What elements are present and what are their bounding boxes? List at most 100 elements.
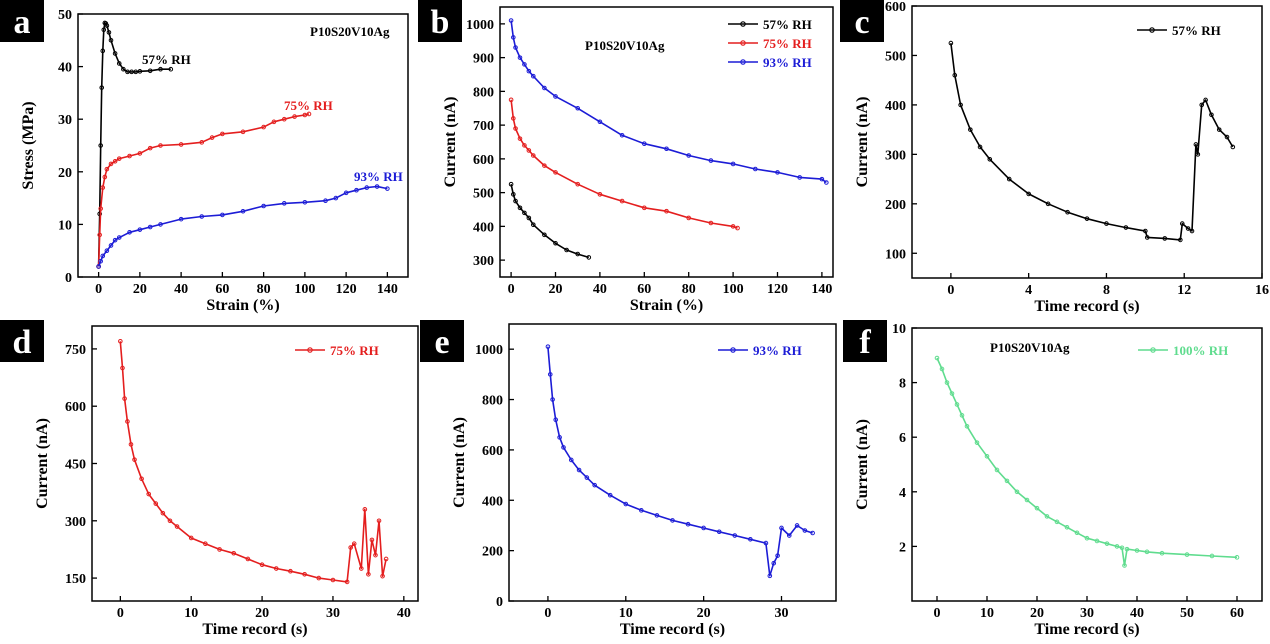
panel-d-data-point [125,419,130,424]
panel-c-data-point [1189,228,1195,234]
panel-f-x-tick-label: 30 [1080,606,1094,621]
panel-e: e 0 10 20 30 0 200 400 600 800 1000 Time record (s)… [420,320,837,638]
panel-d-data-point [344,579,350,585]
panel-e-data-point [802,528,808,533]
panel-a-series-75-rh: 75% RH [96,98,333,269]
panel-e-data-point [568,457,574,463]
panel-b-data-point [708,220,714,226]
panel-d-y-tick-label: 150 [65,572,86,587]
panel-c-data-point [968,127,973,132]
panel-b-data-point [531,73,536,79]
panel-a-data-point [333,195,339,201]
panel-a-data-point [137,151,143,156]
panel-a-data-point [281,116,287,122]
panel-b-data-point [526,148,532,153]
panel-b-y-axis-label: Current (nA) [442,97,459,188]
panel-a-y-tick-label: 10 [58,218,72,233]
panel-a-data-point [292,114,297,119]
panel-d-legend-label: 75% RH [330,343,379,358]
panel-d-data-point [217,547,222,552]
panel-b-data-point [575,181,581,187]
panel-e-data-point [592,482,597,488]
panel-f-y-tick-label: 8 [899,377,906,392]
panel-d-y-tick-label: 750 [65,343,86,358]
panel-b-data-point [542,163,547,168]
panel-a-data-point [108,243,114,248]
panel-b-legend-marker [740,59,746,65]
panel-b-data-point [513,198,518,204]
panel-b-badge-box [418,0,462,42]
panel-b-data-point [531,153,536,158]
panel-d-data-point [153,501,159,506]
panel-a-data-point [100,48,106,54]
panel-e-data-point [748,537,753,542]
panel-d-data-point [273,566,279,571]
panel-c-y-tick-label: 500 [885,49,906,64]
panel-f-x-tick-label: 60 [1230,606,1244,621]
panel-e-data-point [561,445,566,450]
panel-c-x-tick-label: 16 [1255,283,1269,298]
panel-b-y-tick-label: 600 [473,153,494,168]
panel-f-data-point [1094,538,1100,544]
panel-c-data-point [1193,142,1199,147]
panel-d-data-point [231,550,237,556]
panel-b-y-tick-label: 700 [473,119,494,134]
panel-a-data-point [100,185,106,190]
panel-d-data-point [188,535,194,541]
panel-b-data-point [819,176,825,182]
panel-b-data-point [542,232,547,238]
panel-a-data-point [209,135,215,140]
panel-d-legend-marker [307,347,313,353]
panel-a-data-point [147,224,153,230]
panel-a-series-label: 75% RH [284,98,333,113]
panel-f-data-point [974,440,980,445]
panel-b-badge: b [418,0,462,42]
panel-b-data-point [508,97,514,103]
panel-c-data-point [1185,226,1191,231]
panel-b-x-tick-label: 20 [549,282,563,297]
panel-a-y-tick-label: 0 [65,271,72,286]
panel-f-badge: f [843,320,887,362]
panel-c: c 0 4 8 12 16 100 200 300 400 500 600 Time record (s… [840,0,1269,315]
panel-f-legend-label: 100% RH [1173,343,1228,358]
panel-b-data-point [642,205,647,211]
panel-b-data-point [564,247,569,253]
panel-b-title: P10S20V10Ag [585,38,665,53]
panel-c-data-point [948,40,954,46]
panel-b-data-point [517,55,523,60]
panel-a-x-tick-label: 140 [377,282,398,297]
panel-e-data-point [716,529,722,535]
panel-b-data-point [508,18,514,23]
panel-f-x-axis-label: Time record (s) [1034,621,1139,638]
panel-a-series-93-rh: 93% RH [96,169,403,269]
panel-e-frame [508,323,837,602]
panel-a-data-point [302,112,308,118]
panel-a-data-point [281,201,287,206]
panel-e-x-tick-label: 0 [544,606,551,621]
panel-e-data-point [779,525,784,531]
panel-d-badge-box [0,320,44,362]
panel-f-data-point [984,454,990,459]
panel-a-x-tick-label: 0 [95,282,102,297]
panel-e-series-93-rh [545,344,815,579]
panel-a-data-point [127,153,132,159]
panel-a-data-point [240,208,246,214]
panel-c-data-point [958,102,963,108]
panel-a-data-point [147,145,153,151]
panel-e-y-tick-label: 800 [482,394,503,409]
panel-f-data-point [1119,545,1125,551]
panel-d-data-point [376,518,382,524]
panel-b-data-point [619,198,625,204]
panel-c-x-tick-label: 4 [1025,283,1032,298]
panel-f-x-tick-label: 20 [1030,606,1044,621]
panel-d-data-point [369,537,375,543]
panel-b-data-point [735,225,740,231]
panel-e-data-point [557,435,562,440]
panel-b-data-point [597,192,603,197]
panel-d-x-axis-label: Time record (s) [202,621,307,638]
panel-b-data-point [542,85,547,91]
panel-a-data-point [112,51,118,56]
panel-a-data-point [261,203,266,209]
panel-d-data-point [139,476,144,482]
panel-a-x-axis-label: Strain (%) [206,297,279,314]
